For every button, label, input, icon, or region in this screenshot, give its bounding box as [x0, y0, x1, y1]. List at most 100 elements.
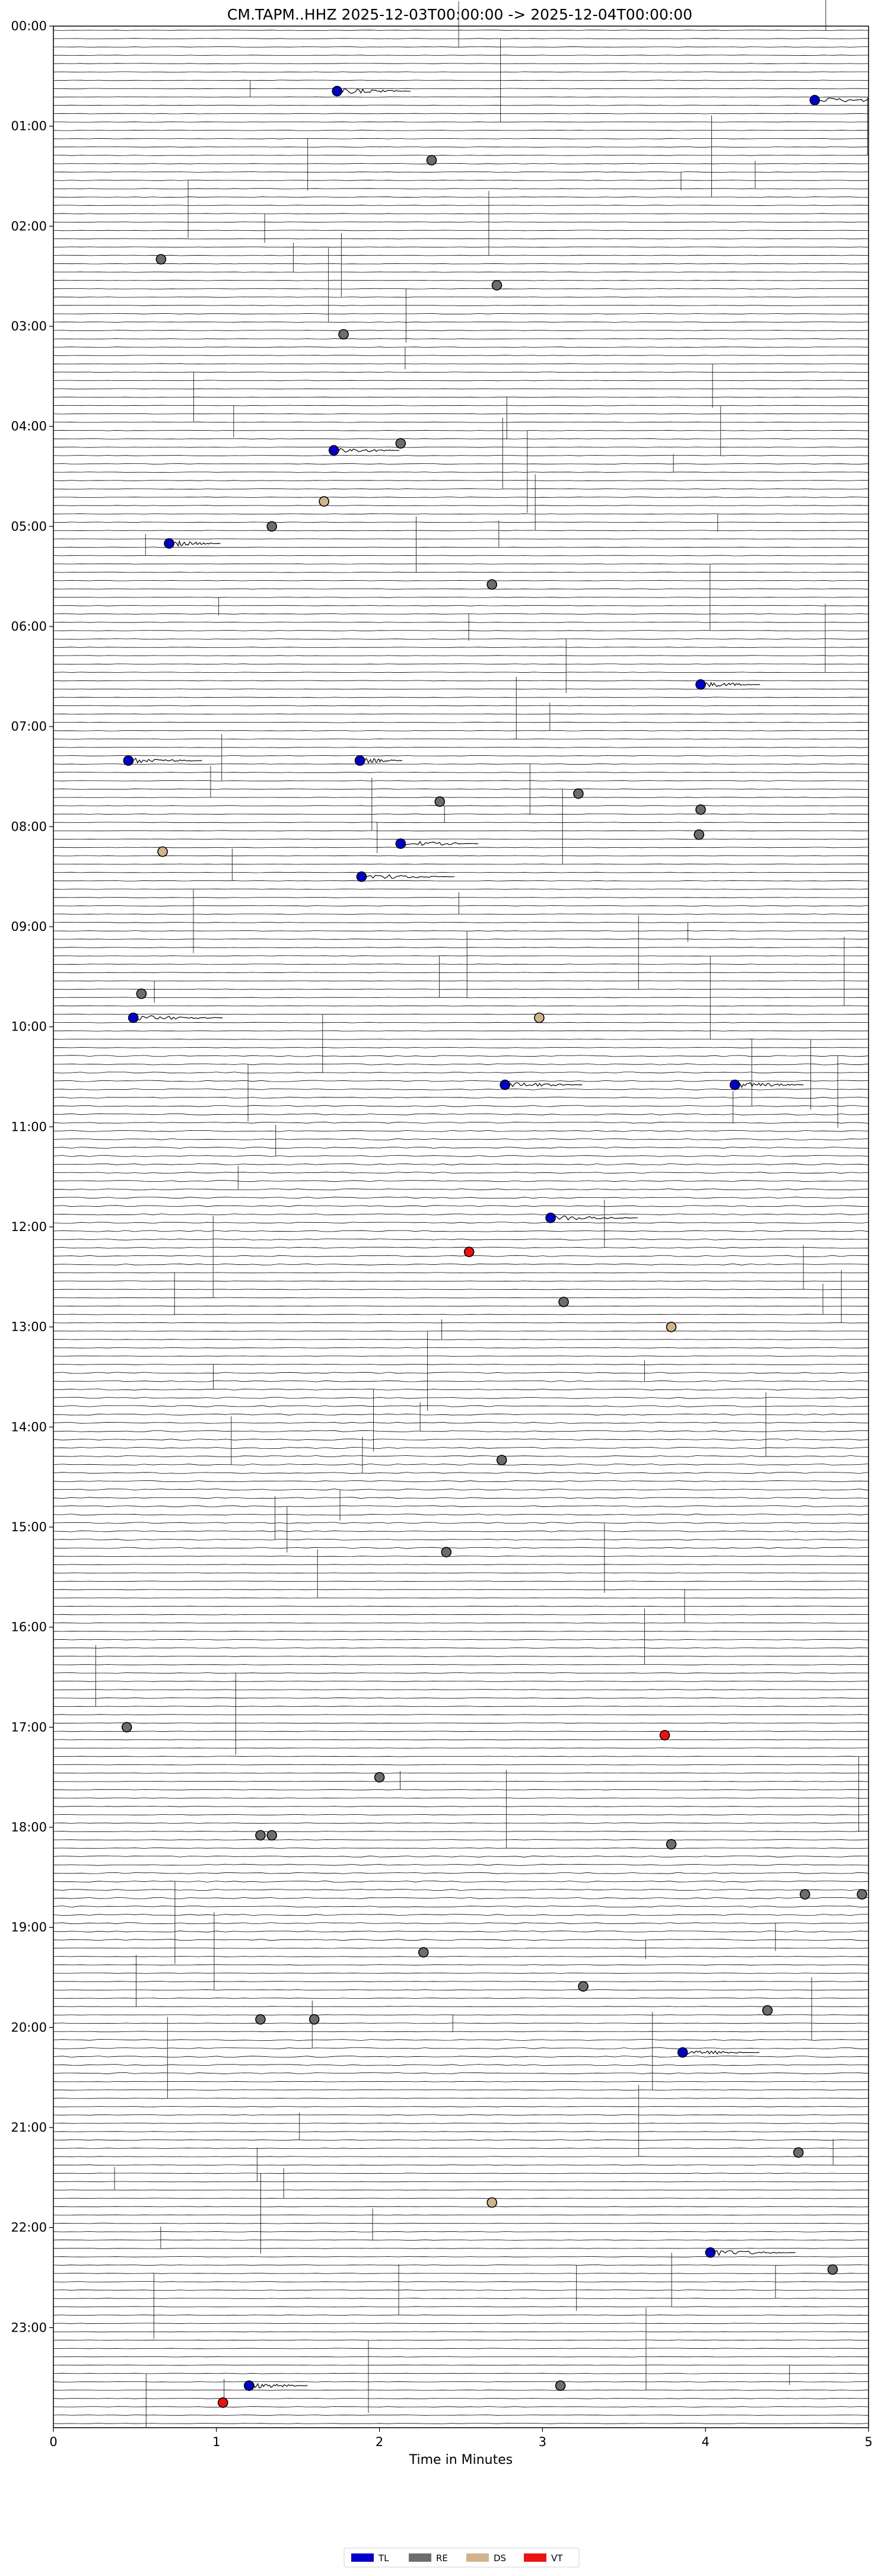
trace-line	[53, 2055, 869, 2058]
x-tick-label: 1	[212, 2435, 220, 2449]
event-point-re	[374, 1772, 385, 1783]
trace-line	[53, 330, 869, 331]
burst-waveform	[336, 88, 411, 94]
trace-line	[53, 2006, 869, 2008]
trace-line	[53, 1547, 869, 1549]
event-point-ds	[157, 846, 168, 857]
event-point-tl	[123, 755, 134, 766]
burst-waveform	[249, 2383, 308, 2389]
trace-line	[53, 2081, 869, 2082]
trace-line	[53, 1146, 869, 1149]
trace-line	[53, 1731, 869, 1732]
trace-line	[53, 138, 869, 139]
trace-line	[53, 880, 869, 882]
trace-line	[53, 129, 869, 131]
event-point-tl	[545, 1213, 556, 1223]
y-tick-label: 05:00	[11, 519, 47, 533]
trace-line	[53, 1172, 869, 1174]
trace-line	[53, 1480, 869, 1483]
event-point-tl	[243, 2380, 255, 2391]
legend: TL RE DS VT	[344, 2548, 580, 2568]
trace-line	[53, 1556, 869, 1557]
trace-line	[53, 1939, 869, 1941]
chart-title: CM.TAPM..HHZ 2025-12-03T00:00:00 -> 2025…	[227, 6, 692, 23]
y-axis: 00:00 01:00 02:00 03:00 04:00 05:00 06:00 07:00…	[11, 19, 53, 2335]
trace-line	[53, 1372, 869, 1374]
trace-line	[53, 1013, 869, 1015]
y-tick-label: 11:00	[11, 1120, 47, 1134]
trace-line	[53, 1706, 869, 1707]
trace-line	[53, 2373, 869, 2374]
y-tick-label: 08:00	[11, 819, 47, 834]
x-tick-label: 4	[702, 2435, 710, 2449]
trace-line	[53, 1906, 869, 1908]
trace-line	[53, 755, 869, 756]
event-point-ds	[319, 496, 330, 507]
trace-line	[53, 772, 869, 773]
trace-line	[53, 63, 869, 65]
trace-line	[53, 346, 869, 348]
trace-line	[53, 79, 869, 81]
trace-line	[53, 1438, 869, 1440]
trace-line	[53, 947, 869, 949]
trace-line	[53, 1289, 869, 1290]
trace-line	[53, 2047, 869, 2050]
trace-line	[53, 1121, 869, 1124]
burst-waveform	[400, 841, 479, 847]
y-tick-label: 02:00	[11, 219, 47, 233]
event-point-tl	[809, 95, 820, 106]
trace-line	[53, 2247, 869, 2249]
trace-line	[53, 1589, 869, 1591]
event-point-re	[255, 1830, 266, 1841]
trace-line	[53, 2072, 869, 2075]
trace-line	[53, 1538, 869, 1541]
trace-line	[53, 1071, 869, 1074]
event-markers	[121, 85, 867, 2408]
trace-line	[53, 638, 869, 640]
trace-line	[53, 1388, 869, 1391]
trace-line	[53, 55, 869, 56]
y-tick-label: 04:00	[11, 419, 47, 434]
trace-line	[53, 1022, 869, 1023]
event-point-re	[496, 1455, 507, 1465]
trace-line	[53, 2206, 869, 2208]
event-point-tl	[677, 2047, 688, 2058]
legend-frame	[344, 2548, 580, 2568]
trace-line	[53, 1564, 869, 1566]
trace-line	[53, 764, 869, 765]
trace-line	[53, 1464, 869, 1466]
trace-line	[53, 380, 869, 381]
trace-line	[53, 1497, 869, 1499]
burst-waveform	[504, 1082, 583, 1087]
trace-line	[53, 571, 869, 573]
trace-line	[53, 2314, 869, 2316]
y-tick-label: 06:00	[11, 619, 47, 634]
trace-line	[53, 1130, 869, 1132]
trace-line	[53, 1922, 869, 1925]
event-point-re	[155, 254, 167, 265]
trace-line	[53, 1380, 869, 1382]
trace-line	[53, 1764, 869, 1766]
trace-line	[53, 788, 869, 790]
trace-line	[53, 1505, 869, 1508]
event-point-re	[578, 1981, 589, 1992]
trace-line	[53, 2323, 869, 2324]
trace-line	[53, 2289, 869, 2291]
trace-line	[53, 1872, 869, 1874]
y-tick-label: 03:00	[11, 319, 47, 333]
trace-line	[53, 2265, 869, 2266]
trace-line	[53, 1297, 869, 1299]
event-point-tl	[164, 538, 174, 549]
x-tick-label: 5	[864, 2435, 872, 2449]
trace-line	[53, 1672, 869, 1674]
trace-line	[53, 1314, 869, 1315]
event-point-tl	[354, 755, 365, 766]
trace-line	[53, 1955, 869, 1957]
trace-line	[53, 355, 869, 357]
trace-line	[53, 2181, 869, 2183]
event-point-tl	[328, 445, 339, 456]
trace-line	[53, 2123, 869, 2124]
trace-line	[53, 2197, 869, 2199]
trace-line	[53, 205, 869, 206]
x-tick-label: 2	[376, 2435, 383, 2449]
